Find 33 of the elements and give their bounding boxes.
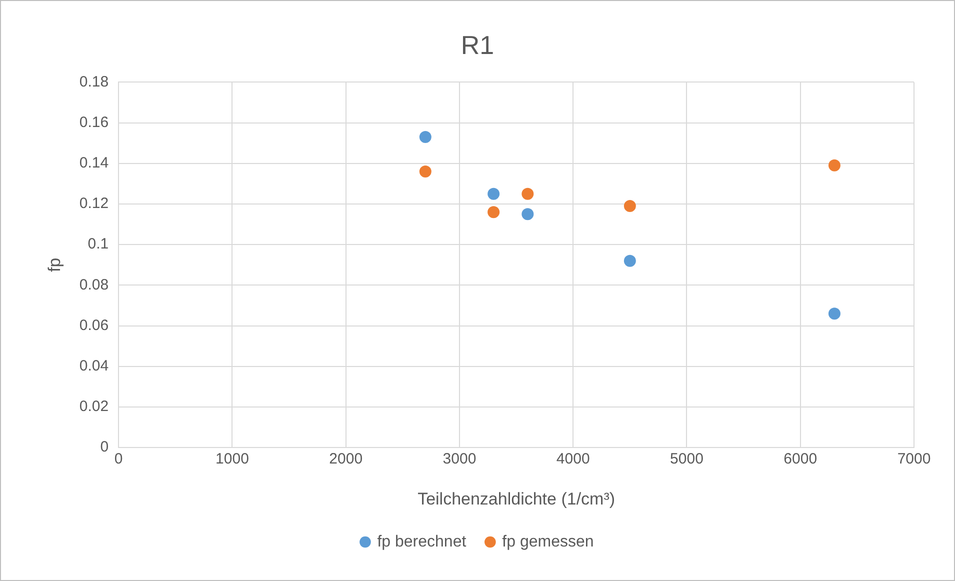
x-tick-label: 4000 (556, 450, 590, 468)
y-tick-label: 0.02 (79, 398, 109, 416)
x-tick-label: 2000 (329, 450, 363, 468)
y-tick-label: 0.04 (79, 358, 109, 375)
point (624, 254, 636, 267)
point (419, 166, 432, 178)
point (624, 200, 636, 212)
x-tick-label: 6000 (784, 450, 818, 468)
point (488, 206, 500, 218)
y-tick-label: 0.16 (79, 114, 109, 131)
y-axis-title: fp (44, 258, 64, 272)
x-tick-label: 1000 (216, 450, 249, 468)
y-tick-label: 0 (100, 438, 109, 456)
y-tick-label: 0.12 (79, 195, 109, 212)
point (522, 208, 534, 220)
point (828, 159, 840, 172)
point (488, 188, 500, 200)
y-tick-label: 0.18 (79, 73, 109, 90)
point (419, 131, 432, 144)
x-tick-label: 0 (114, 450, 123, 468)
x-axis-title: Teilchenzahldichte (1/cm³) (418, 489, 616, 508)
x-tick-label: 7000 (897, 450, 931, 468)
y-tick-label: 0.14 (79, 154, 109, 172)
point (522, 188, 534, 200)
y-tick-label: 0.06 (79, 316, 109, 334)
y-tick-label: 0.1 (88, 236, 109, 253)
x-tick-label: 5000 (670, 450, 704, 468)
legend-label: fp gemessen (502, 533, 594, 550)
y-tick-label: 0.08 (79, 276, 109, 294)
x-tick-label: 3000 (442, 450, 476, 468)
point (828, 308, 840, 320)
chart-title: R1 (460, 30, 494, 60)
legend-label: fp berechnet (377, 533, 467, 550)
